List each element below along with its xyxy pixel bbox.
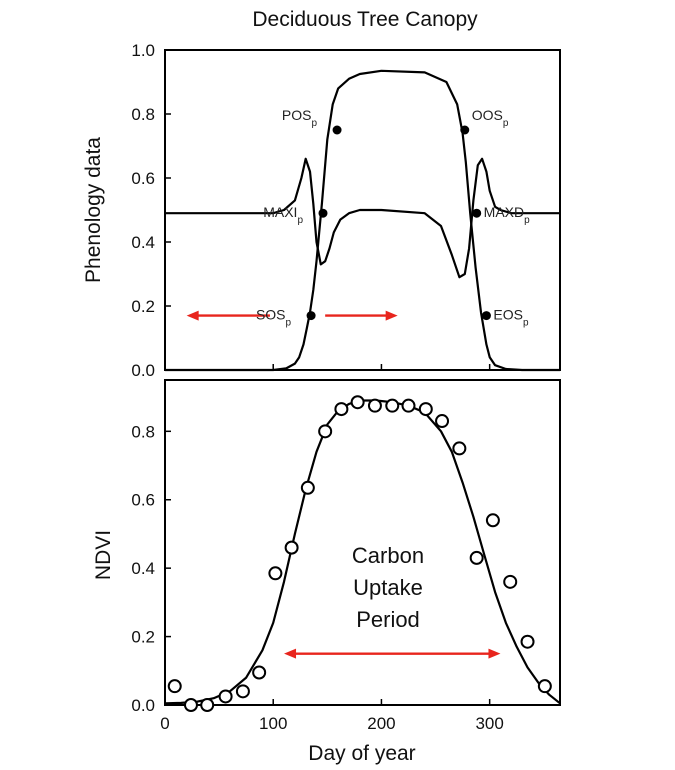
ndvi-point: [537, 679, 552, 694]
ndvi-point: [218, 689, 233, 704]
ndvi-point: [520, 634, 535, 649]
phenology-curve-2: [165, 157, 560, 279]
marker-sos: [306, 311, 316, 321]
top-panel: 0.0 0.2 0.4 0.6 0.8 1.0 Phenology data POSp MA…: [82, 41, 561, 380]
x-tick-label: 300: [475, 714, 503, 733]
bottom-panel: 0.0 0.2 0.4 0.6 0.8 0 100 200 300 NDVI Day of y…: [92, 364, 561, 765]
ndvi-point: [235, 684, 250, 699]
bottom-plot-frame: [164, 379, 561, 706]
ndvi-fit-line: [164, 399, 561, 705]
top-y-tick-label: 0.0: [131, 361, 155, 380]
phenology-curves: [165, 69, 560, 372]
marker-oos: [460, 125, 470, 135]
top-arrows: [186, 310, 398, 321]
marker-label-oos: OOSp: [472, 107, 509, 129]
ndvi-point: [300, 480, 315, 495]
ndvi-point: [469, 550, 484, 565]
x-tick-label: 100: [259, 714, 287, 733]
top-plot-frame: [164, 49, 561, 371]
carbon-uptake-period: Carbon Uptake Period: [284, 543, 501, 659]
ndvi-point: [334, 402, 349, 417]
top-y-tick-label: 1.0: [131, 41, 155, 60]
marker-label-maxd: MAXDp: [484, 204, 530, 226]
marker-label-eos: EOSp: [493, 307, 529, 329]
ndvi-point: [284, 540, 299, 555]
top-y-tick-label: 0.8: [131, 105, 155, 124]
bottom-y-axis-ticks: 0.0 0.2 0.4 0.6 0.8: [131, 422, 171, 715]
top-y-axis-ticks: 0.0 0.2 0.4 0.6 0.8 1.0: [131, 41, 171, 380]
ndvi-point: [385, 398, 400, 413]
top-y-tick-label: 0.4: [131, 233, 155, 252]
bottom-y-tick-label: 0.8: [131, 422, 155, 441]
uptake-arrowhead-right: [488, 648, 501, 659]
ndvi-point: [418, 402, 433, 417]
ndvi-point: [268, 566, 283, 581]
ndvi-point: [252, 665, 267, 680]
x-tick-label: 200: [367, 714, 395, 733]
x-axis-ticks: 0 100 200 300: [160, 364, 504, 733]
uptake-arrowhead-left: [284, 648, 297, 659]
marker-maxd: [472, 208, 482, 218]
ndvi-point: [183, 698, 198, 712]
marker-label-maxi: MAXIp: [263, 204, 303, 226]
ndvi-point: [318, 424, 333, 439]
bottom-y-tick-label: 0.6: [131, 491, 155, 510]
ndvi-point: [350, 395, 365, 410]
phase-arrowhead: [385, 310, 398, 321]
bottom-y-tick-label: 0.2: [131, 628, 155, 647]
phenology-markers: POSp MAXIp SOSp OOSp MAXDp EOSp: [256, 107, 530, 329]
ndvi-point: [485, 513, 500, 528]
marker-label-sos: SOSp: [256, 307, 292, 329]
phase-arrowhead: [186, 310, 199, 321]
marker-maxi: [318, 208, 328, 218]
bottom-y-axis-label: NDVI: [92, 530, 115, 580]
ndvi-point: [503, 574, 518, 589]
bottom-y-tick-label: 0.0: [131, 696, 155, 715]
top-y-tick-label: 0.6: [131, 169, 155, 188]
ndvi-point: [401, 398, 416, 413]
ndvi-point: [200, 698, 215, 712]
x-tick-label: 0: [160, 714, 169, 733]
ndvi-point: [435, 414, 450, 429]
ndvi-points: [167, 395, 552, 712]
bottom-y-tick-label: 0.4: [131, 559, 155, 578]
ndvi-point: [452, 441, 467, 456]
top-y-tick-label: 0.2: [131, 297, 155, 316]
top-y-axis-label: Phenology data: [82, 137, 105, 283]
ndvi-fit-curve: [164, 399, 561, 705]
marker-pos: [332, 125, 342, 135]
marker-label-pos: POSp: [282, 107, 318, 129]
phenology-curve-1: [165, 69, 560, 372]
carbon-uptake-label-line: Carbon: [352, 543, 424, 568]
carbon-uptake-label-line: Period: [356, 607, 420, 632]
ndvi-point: [167, 679, 182, 694]
chart-title: Deciduous Tree Canopy: [252, 8, 478, 31]
x-axis-label: Day of year: [308, 742, 415, 765]
marker-eos: [481, 311, 491, 321]
ndvi-point: [367, 398, 382, 413]
carbon-uptake-label-line: Uptake: [353, 575, 423, 600]
